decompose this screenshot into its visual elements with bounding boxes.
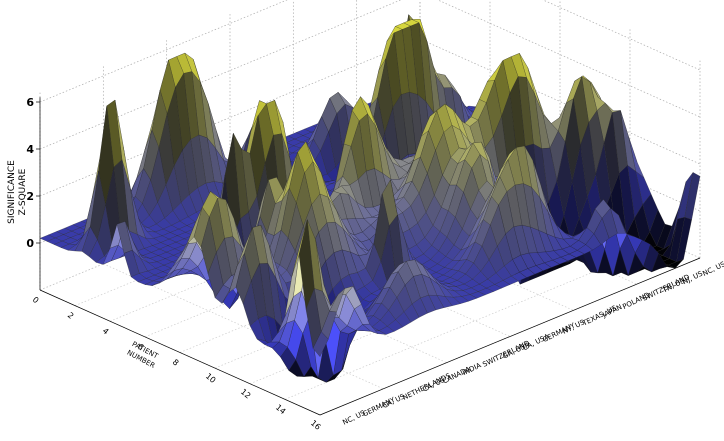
grid-line [229, 211, 511, 337]
x-tick-label: 8 [171, 358, 181, 368]
z-tick-label: 6 [26, 96, 34, 109]
grid-line [419, 38, 701, 165]
x-tick-label: 6 [136, 342, 146, 352]
grid-line [437, 0, 701, 118]
z-tick-label: 0 [26, 237, 34, 250]
grid-line [39, 289, 321, 416]
x-axis-ticks: 0 2 4 6 8 10 12 14 16 [31, 295, 323, 432]
z-tick-label: 4 [26, 143, 34, 156]
x-tick-label: 14 [274, 403, 288, 416]
x-tick-label: 16 [309, 418, 323, 431]
y-tick-label: INDIA [461, 361, 482, 377]
surface-plot [39, 14, 701, 383]
grid-line [293, 185, 574, 311]
x-tick-label: 2 [66, 311, 76, 321]
grid-line [166, 237, 447, 363]
grid-line [542, 0, 701, 71]
x-tick-label: 0 [31, 295, 41, 305]
grid-line [319, 257, 701, 416]
x-tick-label: 12 [239, 387, 253, 400]
z-tick-label: 2 [26, 190, 34, 203]
chart-axes [39, 97, 701, 416]
surface-cell [312, 331, 329, 357]
z-axis-label-line-2: Z-SQUARE [18, 168, 28, 215]
y-tick-label: NC, US [701, 260, 724, 278]
x-tick-label: 4 [101, 326, 111, 336]
grid-line [419, 85, 701, 212]
x-tick-label: 10 [204, 371, 218, 384]
z-axis-label-line-1: SIGNIFICANCE [7, 160, 17, 224]
z-axis-ticks: 0 2 4 6 [26, 96, 40, 250]
